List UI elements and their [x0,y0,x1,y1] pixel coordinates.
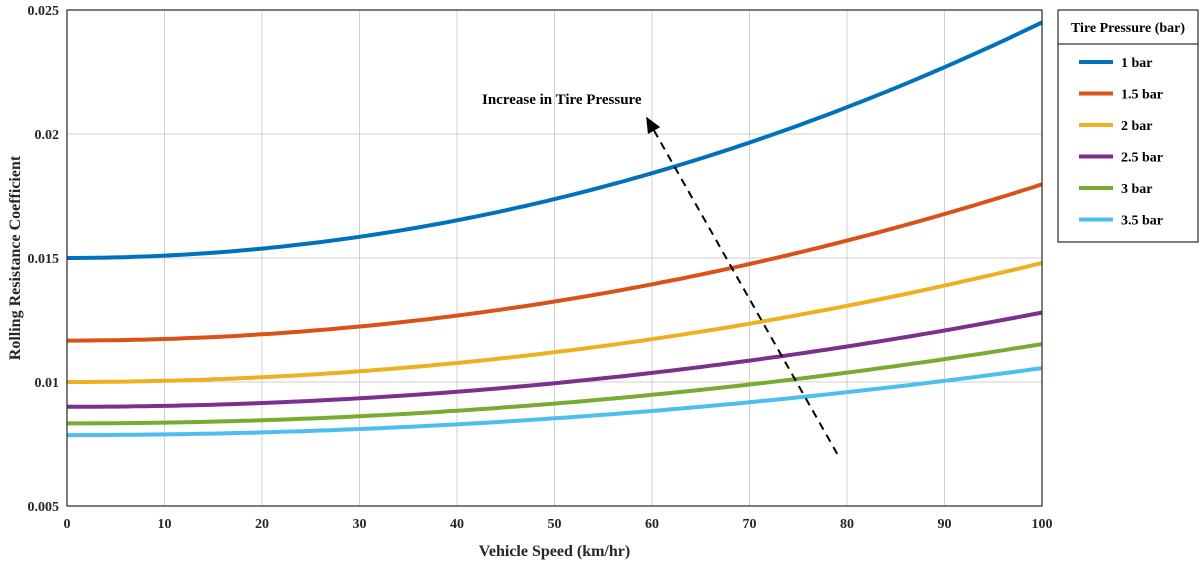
legend-title-box [1057,9,1199,45]
plot-frame [66,9,1043,507]
legend-label: 1.5 bar [1121,88,1163,103]
series-line [67,261,1043,384]
x-tick-label: 70 [743,517,757,532]
x-tick-label: 40 [450,517,464,532]
legend-items: 1 bar 1.5 bar 2 bar 2.5 bar 3 bar 3.5 bar [1079,56,1163,229]
x-tick-label: 60 [645,517,659,532]
legend-box [1057,43,1199,243]
legend-label: 2.5 bar [1121,151,1163,166]
legend-label: 1 bar [1121,56,1153,71]
annotation-arrowhead [646,116,661,135]
annotation-arrow [653,130,839,455]
series-line [67,310,1043,409]
series-line [67,366,1043,438]
series-lines [67,20,1043,438]
x-tick-label: 0 [64,517,71,532]
y-tick-label: 0.015 [28,252,60,267]
legend-label: 2 bar [1121,119,1153,134]
series-line [67,20,1043,260]
series-line [67,182,1043,343]
legend-item: 3.5 bar [1079,214,1163,229]
legend-item: 2 bar [1079,119,1153,134]
x-tick-label: 50 [548,517,562,532]
x-axis-label: Vehicle Speed (km/hr) [479,543,630,560]
x-tick-label: 100 [1032,517,1053,532]
legend-item: 3 bar [1079,182,1153,197]
series-line [67,342,1043,426]
annotation-text: Increase in Tire Pressure [482,92,642,108]
x-tick-label: 20 [255,517,269,532]
y-axis-label: Rolling Resistance Coefficient [7,155,24,360]
legend-label: 3 bar [1121,182,1153,197]
x-tick-label: 90 [938,517,952,532]
y-tick-label: 0.02 [35,128,60,143]
legend-item: 2.5 bar [1079,151,1163,166]
x-tick-label: 30 [353,517,367,532]
annotation: Increase in Tire Pressure [482,92,839,455]
x-tick-label: 10 [158,517,172,532]
legend-title: Tire Pressure (bar) [1071,21,1185,36]
y-tick-label: 0.005 [28,500,60,515]
y-tick-labels: 0.005 0.01 0.015 0.02 0.025 [28,4,60,515]
grid [66,9,1043,507]
x-tick-label: 80 [840,517,854,532]
legend: Tire Pressure (bar) 1 bar 1.5 bar 2 bar 2.5… [1057,9,1199,243]
x-tick-labels: 0 10 20 30 40 50 60 70 80 90 100 [64,517,1053,532]
legend-item: 1 bar [1079,56,1153,71]
legend-label: 3.5 bar [1121,214,1163,229]
y-tick-label: 0.01 [35,376,60,391]
y-tick-label: 0.025 [28,4,60,19]
legend-item: 1.5 bar [1079,88,1163,103]
